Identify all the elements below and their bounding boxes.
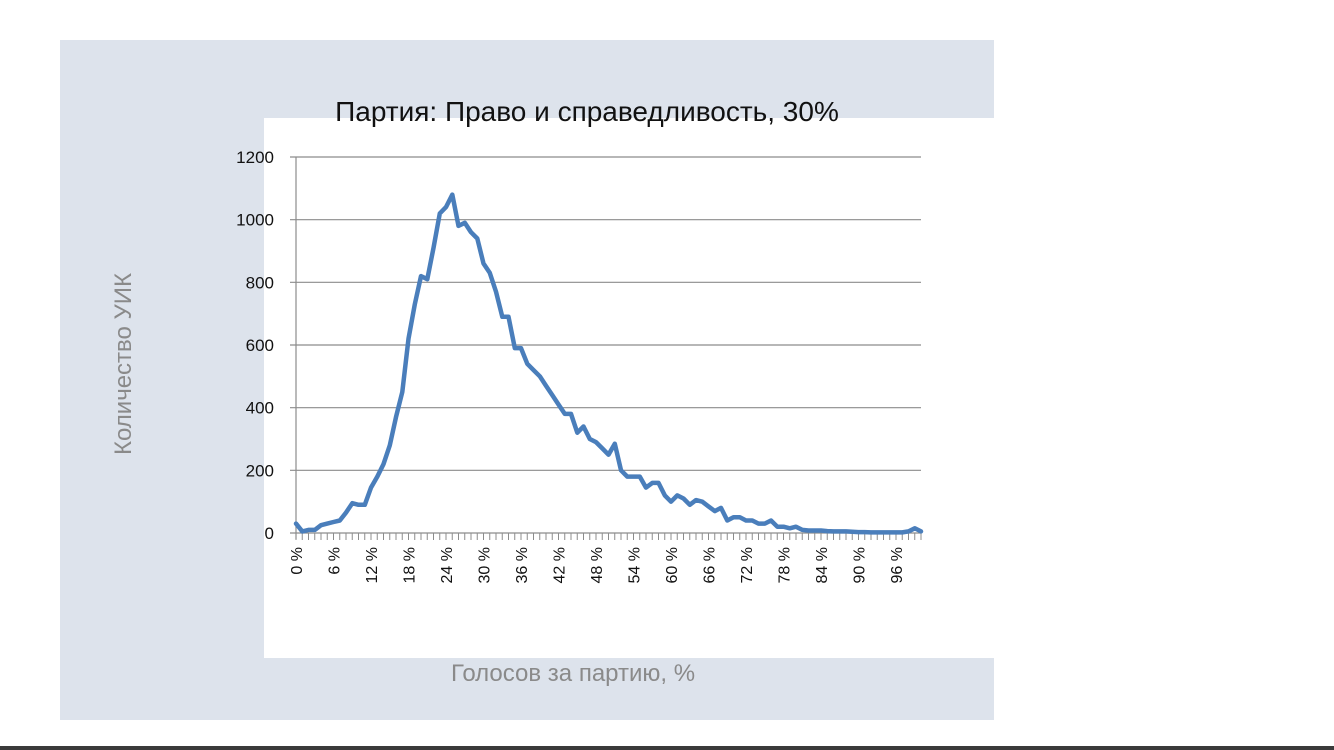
x-tick-label: 30 % xyxy=(477,547,494,583)
series-group xyxy=(293,192,924,535)
y-tick-label: 400 xyxy=(246,399,274,418)
bottom-divider xyxy=(0,746,1334,750)
x-tick-label: 60 % xyxy=(664,547,681,583)
y-axis-ticks: 0 200 400 600 800 1000 1200 xyxy=(236,148,274,543)
x-tick-label: 78 % xyxy=(777,547,794,583)
x-tick-label: 42 % xyxy=(552,547,569,583)
y-tick-label: 1200 xyxy=(236,148,274,167)
x-tick-label: 18 % xyxy=(402,547,419,583)
series-line-0 xyxy=(293,192,924,535)
y-axis-label: Количество УИК xyxy=(110,273,137,455)
y-tick-label: 0 xyxy=(265,524,274,543)
x-tick-label: 66 % xyxy=(702,547,719,583)
x-tick-label: 84 % xyxy=(814,547,831,583)
x-axis-ticks: 0 % 6 % 12 % 18 % 24 % 30 % 36 % 42 % 48 % 54 % 60… xyxy=(289,547,906,583)
x-tick-label: 0 % xyxy=(289,547,306,575)
x-tick-label: 96 % xyxy=(889,547,906,583)
y-tick-label: 200 xyxy=(246,461,274,480)
x-tick-label: 48 % xyxy=(589,547,606,583)
x-tick-label: 90 % xyxy=(852,547,869,583)
x-axis xyxy=(295,157,922,540)
y-tick-label: 600 xyxy=(246,336,274,355)
y-tick-label: 1000 xyxy=(236,211,274,230)
x-tick-label: 24 % xyxy=(439,547,456,583)
y-tick-label: 800 xyxy=(246,273,274,292)
plot-panel xyxy=(264,118,1014,658)
chart-title: Партия: Право и справедливость, 30% xyxy=(335,96,839,127)
x-tick-label: 54 % xyxy=(627,547,644,583)
x-tick-label: 36 % xyxy=(514,547,531,583)
x-tick-label: 6 % xyxy=(327,547,344,575)
x-tick-label: 12 % xyxy=(364,547,381,583)
x-axis-label: Голосов за партию, % xyxy=(451,660,695,687)
grid-lines xyxy=(290,156,921,534)
x-tick-label: 72 % xyxy=(739,547,756,583)
